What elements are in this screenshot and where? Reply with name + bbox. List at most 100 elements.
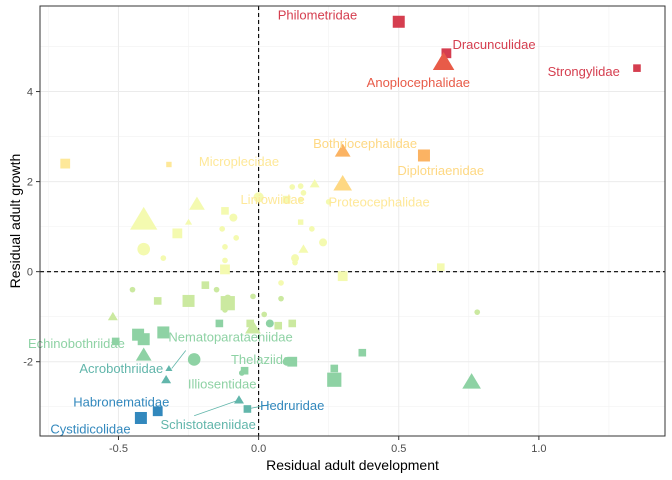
- point-square: [246, 319, 255, 328]
- point-square: [220, 264, 230, 275]
- point-square: [172, 228, 183, 239]
- family-label: Microplecidae: [199, 154, 279, 169]
- point-triangle: [184, 218, 193, 225]
- plot-border: [39, 5, 666, 437]
- x-tick-label: 0.5: [391, 443, 406, 455]
- family-label: Bothriocephalidae: [313, 136, 417, 151]
- point-square: [201, 281, 210, 289]
- x-tick-label: -0.5: [109, 443, 128, 455]
- point-square: [243, 405, 252, 413]
- point-circle: [291, 254, 300, 263]
- point-square: [137, 333, 150, 346]
- point-square: [330, 364, 339, 373]
- point-circle: [233, 235, 240, 241]
- point-triangle: [135, 347, 152, 361]
- point-circle: [187, 353, 201, 366]
- x-axis-title: Residual adult development: [266, 457, 439, 473]
- point-square: [436, 263, 445, 271]
- data-points: [60, 15, 641, 424]
- family-label: Habronematidae: [73, 395, 169, 410]
- point-square: [392, 15, 405, 28]
- point-circle: [160, 255, 167, 261]
- point-circle: [297, 183, 304, 189]
- family-label: Philometridae: [278, 8, 358, 23]
- point-triangle: [309, 179, 320, 188]
- point-circle: [229, 213, 238, 222]
- point-circle: [300, 190, 307, 196]
- family-label: Cystidicolidae: [50, 422, 130, 437]
- point-triangle: [245, 320, 261, 334]
- x-tick-label: 1.0: [531, 443, 546, 455]
- point-triangle: [161, 374, 172, 384]
- point-triangle: [333, 174, 353, 191]
- point-circle: [265, 319, 274, 328]
- point-square: [153, 297, 162, 305]
- point-triangle: [334, 143, 351, 157]
- point-square: [274, 321, 283, 330]
- family-label: Strongylidae: [548, 64, 620, 79]
- leader-line: [171, 350, 187, 369]
- family-label: Nematoparataeniidae: [168, 329, 292, 344]
- point-circle: [213, 286, 220, 293]
- point-square: [417, 149, 430, 162]
- point-square: [297, 219, 304, 225]
- family-label: Proteocephalidae: [329, 194, 430, 209]
- point-circle: [137, 242, 150, 256]
- point-circle: [223, 294, 232, 303]
- point-circle: [253, 192, 264, 203]
- point-square: [134, 411, 147, 424]
- point-square: [157, 326, 170, 339]
- point-square: [240, 366, 249, 375]
- point-circle: [319, 238, 328, 247]
- point-square: [358, 348, 367, 357]
- point-circle: [219, 226, 226, 232]
- y-tick-label: 2: [27, 177, 33, 189]
- point-circle: [297, 196, 304, 203]
- family-label: Thelaziidae: [231, 352, 298, 367]
- point-square: [288, 319, 297, 328]
- point-circle: [278, 295, 284, 302]
- point-circle: [129, 286, 136, 293]
- point-triangle: [462, 373, 481, 389]
- family-label: Acrobothriidae: [79, 361, 163, 376]
- point-square: [282, 195, 291, 204]
- point-square: [337, 271, 348, 282]
- point-square: [166, 161, 172, 168]
- point-square: [287, 356, 298, 367]
- y-tick-label: 0: [27, 267, 33, 279]
- point-triangle: [130, 206, 158, 230]
- point-triangle: [432, 52, 455, 70]
- family-label: Schistotaeniidae: [160, 417, 255, 432]
- family-label: Illiosentidae: [188, 377, 257, 392]
- family-label: Liniowiidae: [240, 192, 304, 207]
- family-label: Echinobothriidae: [28, 336, 125, 351]
- point-triangle: [165, 365, 173, 371]
- point-square: [327, 372, 342, 387]
- point-triangle: [234, 395, 244, 404]
- point-circle: [261, 311, 268, 318]
- point-circle: [222, 257, 228, 264]
- leader-line: [194, 399, 240, 417]
- point-circle: [250, 293, 256, 300]
- x-tick-label: 0.0: [251, 443, 266, 455]
- family-label: Diplotriaenidae: [397, 163, 484, 178]
- point-circle: [325, 199, 332, 205]
- reference-lines: [40, 6, 665, 436]
- family-label: Anoplocephalidae: [367, 75, 470, 90]
- point-square: [221, 207, 229, 215]
- axis-ticks: -0.5 0.0 0.5 1.0 -2 0 2 4: [23, 87, 546, 455]
- point-circle: [222, 244, 228, 250]
- point-circle: [309, 226, 315, 232]
- point-square: [633, 64, 641, 72]
- family-label: Hedruridae: [260, 398, 324, 413]
- y-tick-label: 4: [27, 87, 33, 99]
- point-square: [441, 48, 452, 59]
- point-circle: [289, 184, 296, 190]
- family-labels: Philometridae Dracunculidae Anoplocephalid…: [28, 8, 620, 437]
- point-square: [111, 337, 120, 346]
- point-square: [60, 158, 71, 169]
- y-axis-title: Residual adult growth: [7, 154, 23, 289]
- point-square: [152, 406, 163, 417]
- point-triangle: [298, 244, 309, 253]
